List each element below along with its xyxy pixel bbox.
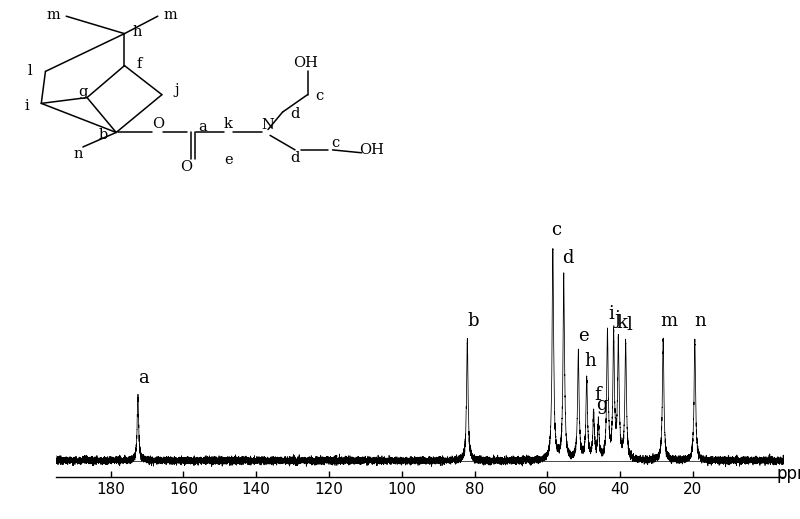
Text: OH: OH: [359, 143, 385, 157]
Text: k: k: [224, 117, 233, 131]
Text: m: m: [47, 8, 61, 22]
Text: j: j: [174, 84, 178, 97]
Text: OH: OH: [293, 56, 318, 70]
Text: g: g: [78, 85, 87, 99]
Text: i: i: [608, 306, 614, 323]
Text: n: n: [694, 312, 706, 330]
Text: e: e: [578, 326, 589, 345]
Text: n: n: [74, 147, 83, 161]
Text: m: m: [163, 8, 177, 22]
Text: m: m: [660, 312, 677, 330]
Text: b: b: [99, 128, 108, 142]
Text: c: c: [332, 135, 340, 149]
Text: e: e: [224, 153, 233, 167]
Text: h: h: [585, 352, 596, 370]
Text: a: a: [198, 120, 207, 133]
Text: f: f: [136, 57, 142, 71]
Text: O: O: [152, 117, 164, 131]
Text: d: d: [290, 106, 300, 120]
Text: b: b: [467, 312, 478, 330]
Text: d: d: [290, 151, 300, 165]
Text: f: f: [594, 386, 601, 404]
Text: j: j: [614, 310, 620, 327]
Text: i: i: [24, 99, 29, 113]
Text: N: N: [262, 118, 274, 132]
Text: d: d: [562, 249, 573, 266]
Text: ppm: ppm: [777, 466, 800, 483]
Text: c: c: [315, 89, 323, 103]
Text: k: k: [617, 314, 627, 332]
Text: l: l: [626, 316, 632, 334]
Text: g: g: [596, 396, 608, 414]
Text: l: l: [27, 64, 32, 78]
Text: c: c: [551, 221, 562, 239]
Text: O: O: [180, 160, 192, 174]
Text: h: h: [132, 25, 142, 39]
Text: a: a: [138, 369, 149, 387]
